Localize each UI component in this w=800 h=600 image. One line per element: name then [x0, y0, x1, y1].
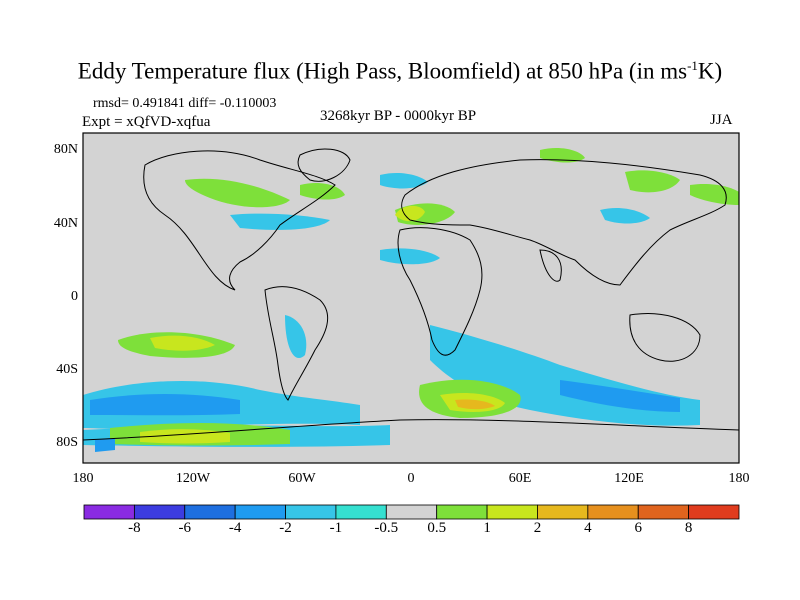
- x-tick-label: 180: [728, 471, 750, 486]
- colorbar-swatch: [133, 504, 186, 520]
- colorbar-swatch: [486, 504, 538, 520]
- colorbar-swatch: [537, 504, 589, 520]
- stats-text: rmsd= 0.491841 diff= -0.110003: [93, 96, 277, 111]
- colorbar-swatch: [83, 504, 135, 520]
- colorbar-label: 2: [533, 520, 542, 536]
- chart-title: Eddy Temperature flux (High Pass, Bloomf…: [77, 58, 723, 84]
- anomaly-fields: [83, 147, 739, 452]
- colorbar-swatch: [637, 504, 690, 520]
- colorbar-label: -6: [178, 520, 192, 536]
- period-label: 3268kyr BP - 0000kyr BP: [320, 108, 477, 124]
- coastlines: [82, 148, 740, 441]
- colorbar-swatch: [688, 504, 740, 520]
- y-tick-label: 80S: [56, 435, 78, 450]
- x-tick-label: 120E: [614, 471, 644, 486]
- colorbar-label: -0.5: [374, 520, 399, 536]
- x-tick-label: 60E: [508, 471, 532, 486]
- colorbar-label: 6: [634, 520, 642, 536]
- colorbar-swatch: [285, 504, 337, 520]
- colorbar-swatch: [587, 504, 639, 520]
- y-tick-label: 80N: [53, 142, 78, 157]
- colorbar: [83, 504, 740, 520]
- colorbar-swatch: [335, 504, 387, 520]
- colorbar-label: 8: [684, 520, 693, 536]
- colorbar-label: 1: [483, 520, 491, 536]
- colorbar-swatch: [234, 504, 286, 520]
- x-tick-label: 0: [407, 471, 415, 486]
- y-tick-label: 40S: [56, 362, 78, 377]
- colorbar-label: -1: [329, 520, 343, 536]
- colorbar-label: -8: [128, 520, 141, 536]
- colorbar-swatch: [385, 504, 438, 520]
- colorbar-label: -2: [279, 520, 292, 536]
- map-frame: [82, 132, 740, 464]
- experiment-label: Expt = xQfVD-xqfua: [82, 114, 211, 130]
- y-tick-label: 0: [71, 289, 78, 304]
- season-label: JJA: [710, 112, 733, 128]
- y-tick-label: 40N: [53, 216, 78, 231]
- x-tick-label: 60W: [288, 471, 316, 486]
- colorbar-swatch: [436, 504, 488, 520]
- colorbar-label: 0.5: [427, 520, 447, 536]
- colorbar-label: -4: [228, 520, 242, 536]
- colorbar-swatch: [184, 504, 236, 520]
- x-tick-label: 180: [72, 471, 94, 486]
- x-tick-label: 120W: [175, 471, 211, 486]
- colorbar-label: 4: [584, 520, 592, 536]
